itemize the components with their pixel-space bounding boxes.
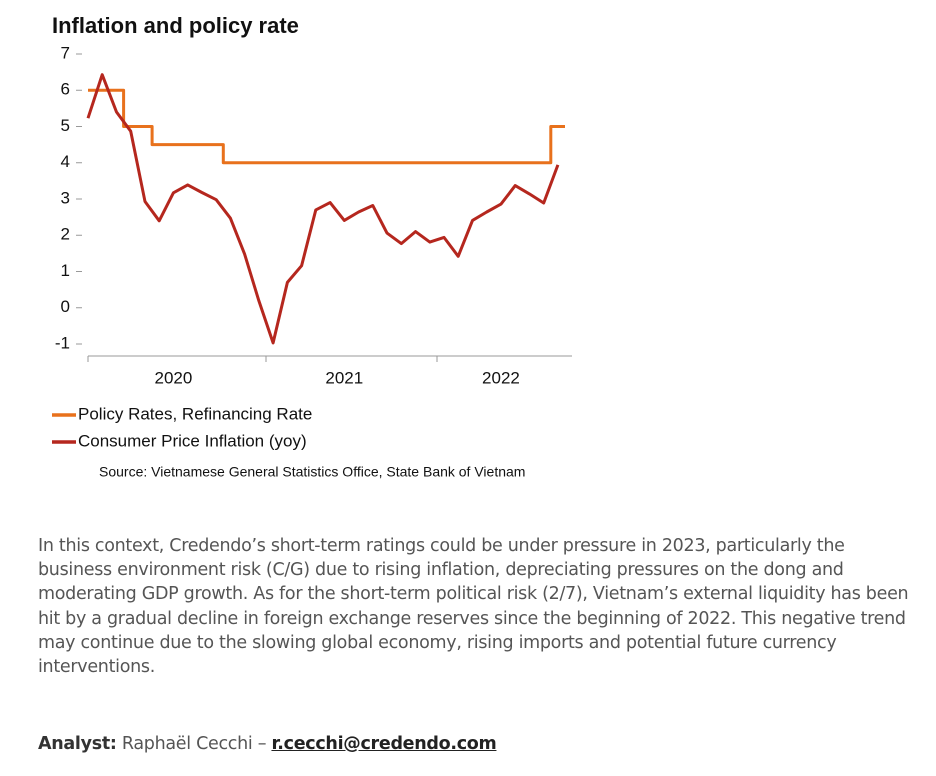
x-tick-label: 2021 <box>325 368 363 387</box>
legend-label: Consumer Price Inflation (yoy) <box>78 431 307 450</box>
x-tick-label: 2022 <box>482 368 520 387</box>
y-tick-label: 6 <box>61 80 70 99</box>
analyst-label: Analyst: <box>38 734 117 754</box>
analyst-name: Raphaël Cecchi – <box>121 734 267 754</box>
y-tick-label: 4 <box>61 152 70 171</box>
y-tick-label: -1 <box>55 333 70 352</box>
y-tick-label: 1 <box>61 261 70 280</box>
y-tick-label: 5 <box>61 116 70 135</box>
y-tick-label: 7 <box>61 43 70 62</box>
series-line <box>86 73 560 345</box>
x-tick-label: 2020 <box>155 368 193 387</box>
legend-label: Policy Rates, Refinancing Rate <box>78 404 312 423</box>
series-line <box>88 88 565 165</box>
y-tick-label: 3 <box>61 188 70 207</box>
analyst-line: Analyst: Raphaël Cecchi – r.cecchi@crede… <box>38 734 497 754</box>
source: Source: Vietnamese General Statistics Of… <box>99 464 525 480</box>
analyst-email[interactable]: r.cecchi@credendo.com <box>271 734 497 754</box>
y-tick-label: 2 <box>61 225 70 244</box>
chart-title: Inflation and policy rate <box>52 13 299 38</box>
paragraph: In this context, Credendo’s short-term r… <box>38 536 909 678</box>
chart: Inflation and policy rate Source: Vietna… <box>52 13 572 480</box>
y-tick-label: 0 <box>61 297 70 316</box>
